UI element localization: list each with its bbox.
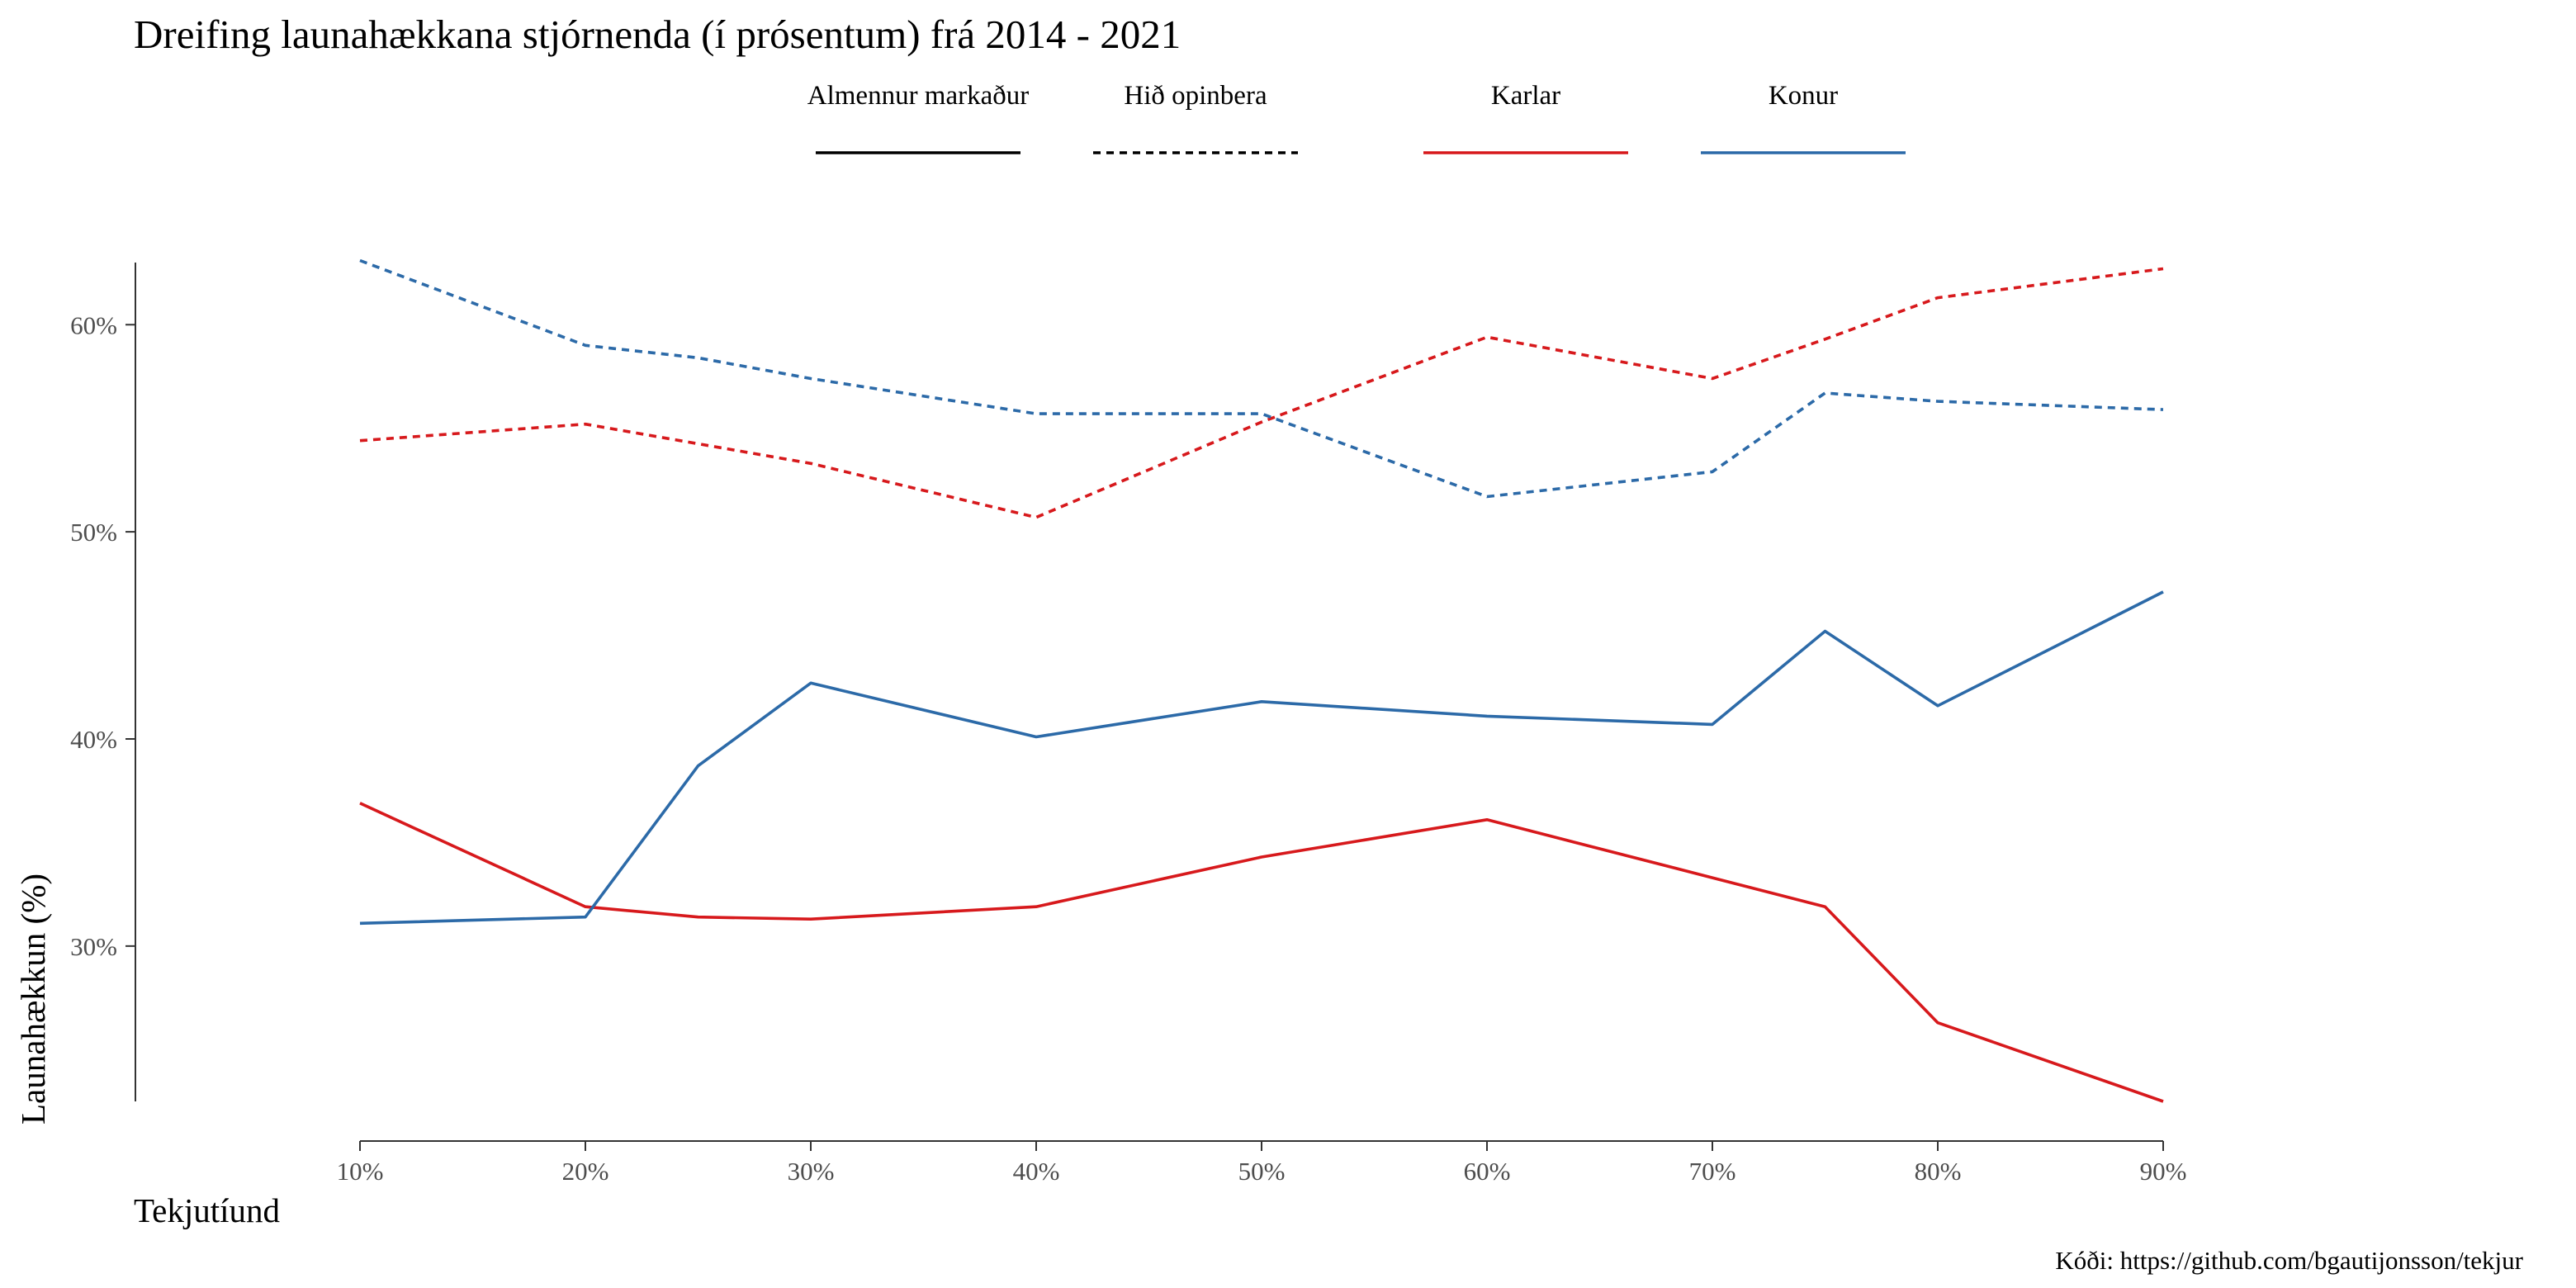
series-line-hi-opinbera-konur bbox=[359, 258, 2164, 499]
series-line-hi-opinbera-karlar bbox=[359, 267, 2164, 519]
legend: Almennur markaður Hið opinbera Karlar Konur bbox=[807, 81, 1906, 154]
legend-label-konur: Konur bbox=[1769, 81, 1838, 111]
legend-label-almennur-marka-ur: Almennur markaður bbox=[807, 81, 1030, 111]
x-tick-label: 20% bbox=[562, 1157, 609, 1186]
series-line-almennur-marka-ur-konur bbox=[359, 590, 2164, 926]
legend-label-karlar: Karlar bbox=[1491, 81, 1560, 111]
x-tick-label: 40% bbox=[1013, 1157, 1060, 1186]
x-tick-label: 30% bbox=[788, 1157, 835, 1186]
caption: Kóði: https://github.com/bgautijonsson/t… bbox=[2055, 1246, 2523, 1275]
legend-label-hi-opinbera: Hið opinbera bbox=[1124, 81, 1267, 111]
y-ticks: 30% 40% 50% 60% bbox=[70, 310, 135, 961]
x-tick-label: 50% bbox=[1238, 1157, 1286, 1186]
chart-title: Dreifing launahækkana stjórnenda (í prós… bbox=[134, 12, 1181, 57]
y-axis-title: Launahækkun (%) bbox=[14, 874, 52, 1125]
series-lines bbox=[359, 258, 2164, 1103]
series-line-almennur-marka-ur-karlar bbox=[359, 802, 2164, 1103]
x-ticks: 10% 20% 30% 40% 50% 60% 70% 80% 90% bbox=[337, 1141, 2187, 1186]
x-tick-label: 70% bbox=[1689, 1157, 1736, 1186]
y-tick-label: 50% bbox=[70, 518, 117, 547]
y-tick-label: 30% bbox=[70, 932, 117, 961]
y-tick-label: 40% bbox=[70, 725, 117, 754]
x-axis-title: Tekjutíund bbox=[134, 1191, 280, 1229]
x-tick-label: 10% bbox=[337, 1157, 384, 1186]
x-tick-label: 90% bbox=[2140, 1157, 2187, 1186]
x-tick-label: 60% bbox=[1464, 1157, 1511, 1186]
y-tick-label: 60% bbox=[70, 310, 117, 339]
x-tick-label: 80% bbox=[1915, 1157, 1962, 1186]
